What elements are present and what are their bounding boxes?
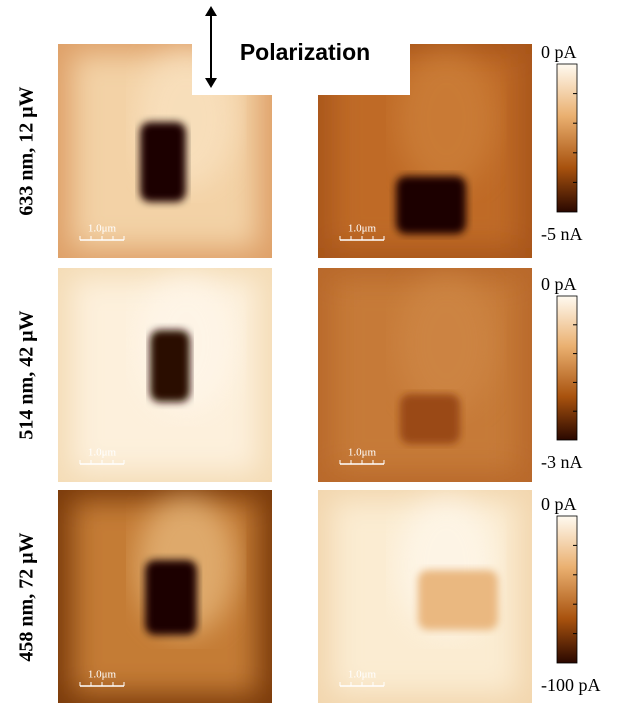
map-feature bbox=[400, 394, 460, 444]
map-image: 1.0μm bbox=[318, 268, 532, 482]
map-feature bbox=[140, 122, 186, 202]
panels: 1.0μm 1.0μm 1.0μm 1.0μm 1.0μm 1.0μm bbox=[58, 44, 532, 703]
map-image: 1.0μm bbox=[58, 268, 272, 482]
map-feature bbox=[145, 560, 197, 635]
map-feature bbox=[418, 570, 498, 630]
map-feature bbox=[150, 330, 190, 402]
scale-bar-label: 1.0μm bbox=[348, 669, 377, 681]
scale-bar-label: 1.0μm bbox=[88, 447, 117, 459]
colorbar bbox=[557, 64, 577, 212]
figure: 1.0μm 1.0μm 1.0μm 1.0μm 1.0μm 1.0μm Polarizat… bbox=[0, 0, 629, 703]
colorbar-top-label: 0 pA bbox=[541, 42, 577, 62]
scale-bar-label: 1.0μm bbox=[348, 447, 377, 459]
map-image: 1.0μm bbox=[318, 490, 532, 703]
colorbar-bottom-label: -3 nA bbox=[541, 452, 583, 472]
map-highlight bbox=[396, 49, 496, 189]
colorbar bbox=[557, 296, 577, 440]
colorbar-bottom-label: -5 nA bbox=[541, 224, 583, 244]
row-label: 633 nm, 12 μW bbox=[16, 86, 38, 215]
map-image: 1.0μm bbox=[58, 490, 272, 703]
colorbar bbox=[557, 516, 577, 663]
colorbar-top-label: 0 pA bbox=[541, 494, 577, 514]
scale-bar-label: 1.0μm bbox=[88, 669, 117, 681]
colorbar-bottom-label: -100 pA bbox=[541, 675, 601, 695]
map-feature bbox=[396, 176, 466, 234]
polarization-label: Polarization bbox=[240, 39, 370, 65]
row-label: 458 nm, 72 μW bbox=[16, 532, 38, 661]
colorbar-top-label: 0 pA bbox=[541, 274, 577, 294]
scale-bar-label: 1.0μm bbox=[88, 223, 117, 235]
map-highlight bbox=[396, 273, 496, 413]
scale-bar-label: 1.0μm bbox=[348, 223, 377, 235]
row-label: 514 nm, 42 μW bbox=[16, 310, 38, 439]
